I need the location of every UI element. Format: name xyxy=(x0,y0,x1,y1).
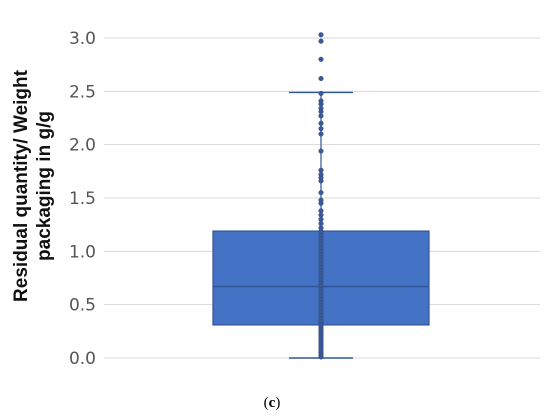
y-tick-label: 3.0 xyxy=(69,29,96,49)
data-point xyxy=(318,90,324,97)
data-point xyxy=(318,212,324,218)
figure-caption: (c) xyxy=(264,395,281,411)
data-point xyxy=(318,98,324,104)
data-point xyxy=(318,56,324,62)
data-point xyxy=(318,197,324,203)
y-tick-label: 0.5 xyxy=(69,296,96,316)
y-tick-label: 1.5 xyxy=(69,189,96,209)
y-tick-labels: 0.0 0.5 1.0 1.5 2.0 2.5 3.0 xyxy=(69,29,96,369)
y-axis-label-line-2: packaging in g/g xyxy=(34,111,55,261)
y-tick-label: 1.0 xyxy=(69,242,96,262)
caption-open: ( xyxy=(264,395,269,411)
data-point xyxy=(318,105,324,111)
data-point xyxy=(318,148,324,154)
y-tick-label: 2.5 xyxy=(69,82,96,102)
data-point xyxy=(318,113,324,119)
data-point xyxy=(318,75,324,82)
caption-close: ) xyxy=(275,395,280,411)
y-tick-label: 0.0 xyxy=(69,349,96,369)
data-points xyxy=(318,32,324,360)
data-point xyxy=(318,131,324,137)
data-point xyxy=(318,221,324,227)
data-point xyxy=(318,38,324,44)
data-point xyxy=(318,225,324,231)
data-point xyxy=(318,216,324,222)
data-point xyxy=(318,167,324,173)
data-point xyxy=(318,32,324,38)
data-point xyxy=(318,208,324,214)
data-point xyxy=(318,171,324,178)
y-tick-label: 2.0 xyxy=(69,136,96,156)
data-point xyxy=(318,190,324,196)
caption-letter: c xyxy=(269,395,276,411)
data-point xyxy=(318,120,324,126)
y-axis-label-line-1: Residual quantity/ Weight xyxy=(11,69,32,302)
data-point xyxy=(318,126,324,132)
